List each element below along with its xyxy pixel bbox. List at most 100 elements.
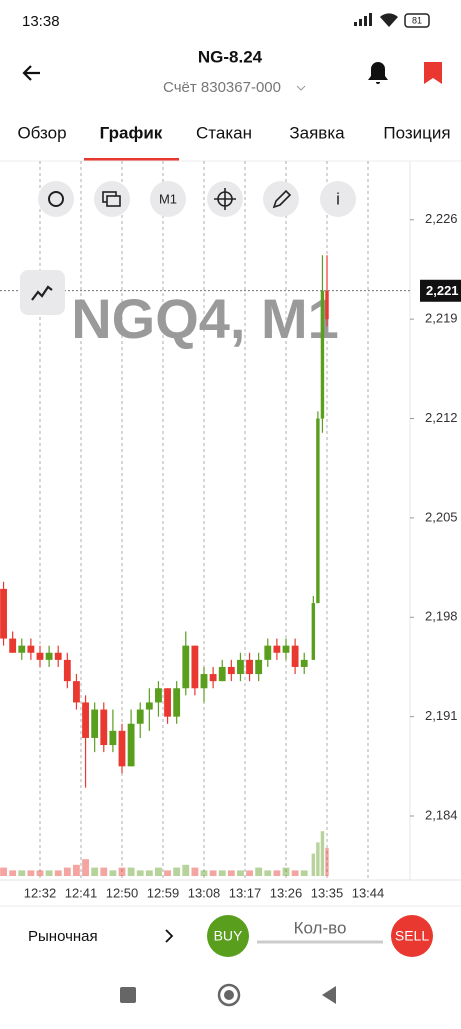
volume-bar: [145, 870, 153, 876]
candle-body: [300, 659, 308, 667]
info-button[interactable]: [320, 181, 356, 217]
volume-bar: [227, 870, 235, 876]
volume-bar: [209, 870, 217, 876]
settings-button[interactable]: [38, 181, 74, 217]
candle-body: [291, 645, 299, 667]
volume-bar: [182, 864, 190, 876]
sell-label: SELL: [395, 928, 429, 944]
volume-bar: [54, 870, 62, 876]
candle-body: [246, 659, 253, 675]
nav-back[interactable]: [322, 986, 336, 1004]
candle-body: [164, 688, 171, 717]
nav-home-dot: [224, 990, 234, 1000]
candle-body: [36, 652, 44, 660]
volume-bar: [282, 867, 290, 876]
candle-body: [320, 290, 325, 419]
candle-body: [200, 674, 208, 689]
volume-bar: [0, 867, 7, 876]
tab[interactable]: Заявка: [289, 123, 345, 142]
tab[interactable]: Обзор: [17, 123, 66, 142]
volume-bar: [218, 870, 226, 876]
volume-bar: [173, 867, 181, 876]
candle-body: [155, 688, 162, 703]
quantity-input[interactable]: Кол-во: [294, 918, 347, 937]
volume-bar: [109, 870, 117, 876]
candle-body: [282, 645, 290, 653]
volume-bar: [100, 867, 108, 876]
candle-body: [264, 645, 272, 660]
candle-body: [91, 709, 99, 738]
candle-body: [18, 645, 26, 653]
y-tick-label: 2,205: [425, 509, 458, 524]
candle-body: [311, 603, 316, 660]
candle-body: [27, 645, 35, 653]
info-label: i: [336, 189, 340, 208]
last-price-label: 2,221: [426, 283, 459, 298]
y-tick-label: 2,212: [425, 410, 458, 425]
x-tick-label: 12:32: [24, 885, 57, 900]
buy-button[interactable]: [207, 915, 249, 957]
candle-body: [100, 709, 108, 746]
volume-bar: [316, 842, 320, 876]
candle-body: [136, 709, 144, 724]
candle-body: [209, 674, 217, 682]
volume-bar: [63, 867, 71, 876]
volume-bar: [45, 870, 53, 876]
volume-bar: [27, 870, 35, 876]
volume-bar: [18, 870, 26, 876]
y-tick-label: 2,198: [425, 609, 458, 624]
candle-body: [82, 702, 89, 738]
volume-bar: [127, 867, 135, 876]
indicators-button[interactable]: [20, 270, 65, 315]
x-tick-label: 12:59: [147, 885, 180, 900]
candle-body: [9, 638, 17, 653]
volume-bar: [311, 853, 316, 876]
instrument-title: NG-8.24: [198, 47, 263, 66]
volume-bar: [91, 867, 99, 876]
chart: NGQ4, M1 12:32 12:41 12:50 12:59 13:08 13:17 13…: [0, 161, 461, 900]
volume-bar: [300, 870, 308, 876]
tab[interactable]: График: [100, 123, 163, 142]
candle-body: [173, 688, 181, 717]
tab[interactable]: Стакан: [196, 123, 252, 142]
order-type-chevron: [165, 929, 174, 943]
back-button[interactable]: [22, 65, 40, 81]
battery-level: 81: [412, 15, 422, 25]
buy-label: BUY: [214, 928, 243, 944]
nav-recents[interactable]: [120, 987, 136, 1003]
x-tick-label: 13:17: [229, 885, 262, 900]
volume-bar: [155, 867, 162, 876]
candle-body: [218, 666, 226, 682]
account-selector[interactable]: Счёт 830367-000: [163, 79, 281, 96]
y-tick-label: 2,219: [425, 311, 458, 326]
volume-bar: [73, 864, 80, 876]
draw-button[interactable]: [263, 181, 299, 217]
crosshair-icon: [214, 188, 236, 210]
chart-toolbar: M1 i: [20, 181, 356, 315]
candle-body: [127, 723, 135, 767]
volume-bar: [325, 848, 329, 876]
timeframe-button[interactable]: [150, 181, 186, 217]
alert-button[interactable]: [368, 62, 388, 84]
candle-body: [191, 645, 199, 689]
volume-bar: [320, 831, 325, 876]
volume-bar: [191, 867, 199, 876]
nav-home[interactable]: [217, 983, 241, 1007]
candle-body: [325, 290, 329, 320]
volume-bar: [136, 870, 144, 876]
favorite-button[interactable]: [424, 62, 442, 84]
tab[interactable]: Позиция: [383, 123, 450, 142]
order-type[interactable]: Рыночная: [28, 928, 98, 945]
sell-button[interactable]: [391, 915, 433, 957]
candle-body: [182, 645, 190, 689]
candle-body: [227, 666, 235, 675]
last-price-box: [420, 279, 461, 302]
candle-body: [273, 645, 281, 653]
volume-bar: [264, 870, 272, 876]
status-icons: [354, 13, 430, 28]
candle-body: [145, 702, 153, 710]
y-tick-label: 2,184: [425, 807, 458, 822]
